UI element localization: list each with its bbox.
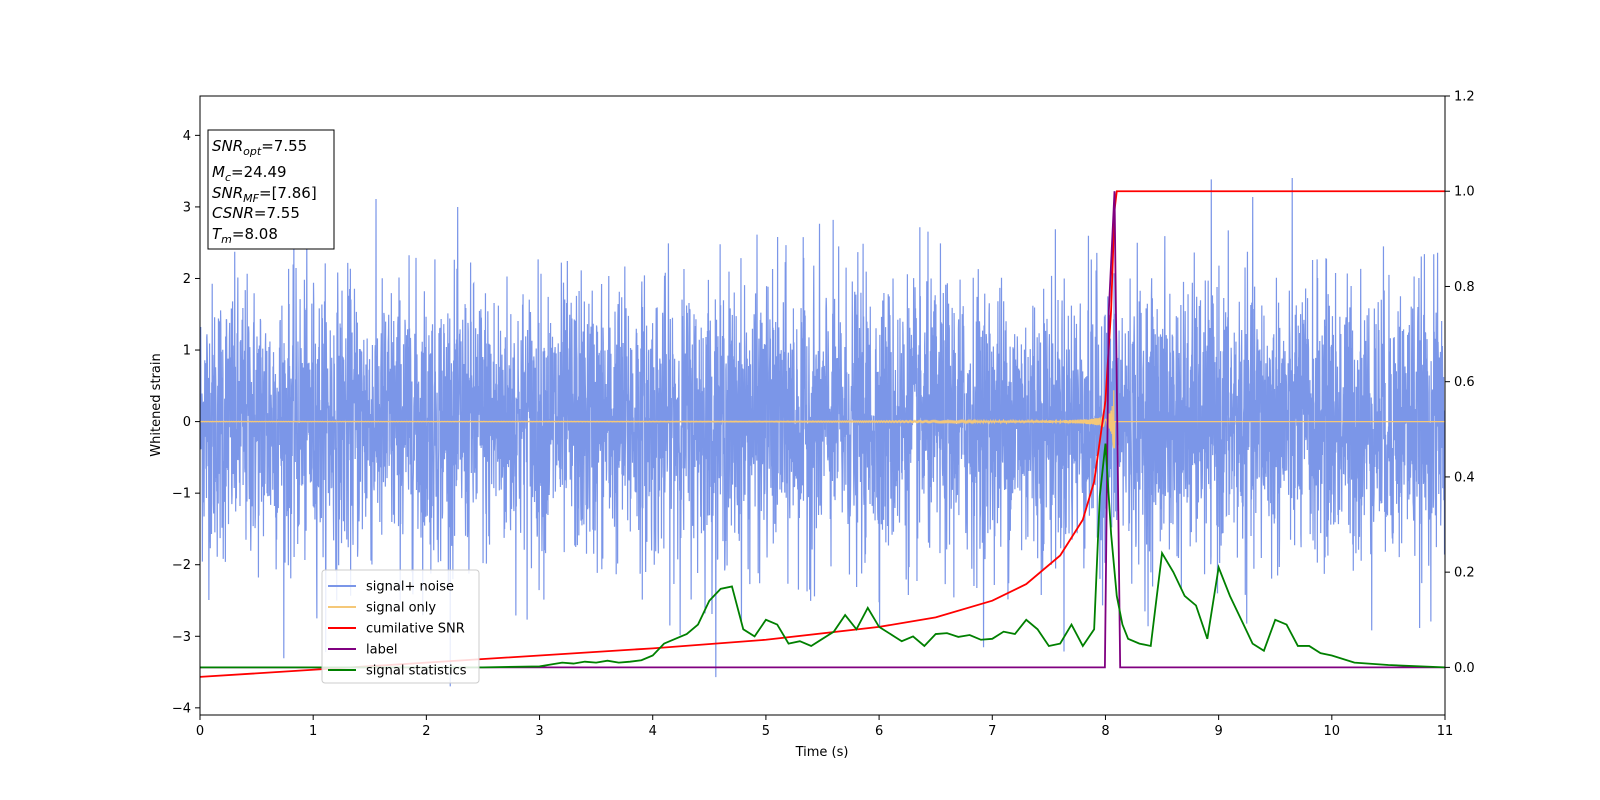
legend: signal+ noise signal only cumilative SNR la… (321, 569, 480, 684)
y-tick-label: −3 (172, 630, 191, 645)
y2-tick-label: 1.0 (1454, 185, 1475, 200)
y2-tick-label: 0.6 (1454, 375, 1475, 390)
info-box: SNRopt=7.55 Mc=24.49SNRMF=[7.86]CSNR=7.55… (207, 129, 335, 250)
y2-tick-label: 0.2 (1454, 566, 1475, 581)
info-box-frame (207, 129, 335, 250)
y-tick-label: 2 (183, 272, 191, 287)
x-tick-label: 2 (422, 724, 430, 739)
y-tick-label: −4 (172, 701, 191, 716)
legend-entry: label (366, 643, 397, 658)
legend-entry: signal+ noise (366, 580, 454, 595)
x-tick-label: 1 (309, 724, 317, 739)
x-axis-label: Time (s) (795, 745, 849, 760)
info-line: Tm=8.08 (212, 225, 278, 246)
y-axis-label: Whitened strain (149, 353, 164, 456)
legend-entry: signal only (366, 601, 436, 616)
legend-frame (321, 569, 480, 684)
info-line: SNRopt=7.55 (212, 137, 307, 158)
y2-tick-label: 1.2 (1454, 90, 1475, 105)
series-signal-statistics (200, 443, 1445, 669)
x-tick-label: 0 (196, 724, 204, 739)
series-cumilative-snr (200, 190, 1445, 678)
series-signal-noise (200, 177, 1445, 687)
info-line: Mc=24.49 (212, 163, 287, 184)
y-tick-label: 4 (183, 129, 191, 144)
y2-tick-label: 0.4 (1454, 470, 1475, 485)
y-tick-label: −1 (172, 487, 191, 502)
legend-entry: cumilative SNR (366, 622, 465, 637)
info-line: SNRMF=[7.86] (212, 184, 317, 205)
y-tick-label: 0 (183, 415, 191, 430)
x-tick-label: 8 (1101, 724, 1109, 739)
x-tick-label: 9 (1214, 724, 1222, 739)
y2-tick-label: 0.8 (1454, 280, 1475, 295)
series-signal-only (200, 390, 1445, 449)
x-tick-label: 3 (535, 724, 543, 739)
y-tick-label: −2 (172, 558, 191, 573)
x-tick-label: 7 (988, 724, 996, 739)
x-tick-label: 4 (649, 724, 657, 739)
x-tick-label: 11 (1437, 724, 1454, 739)
x-tick-label: 6 (875, 724, 883, 739)
x-tick-label: 10 (1324, 724, 1341, 739)
series-label (200, 191, 1445, 669)
info-line: CSNR=7.55 (212, 204, 300, 222)
y2-tick-label: 0.0 (1454, 661, 1475, 676)
plot-frame (199, 95, 1446, 716)
legend-entry: signal statistics (366, 664, 467, 679)
y-tick-label: 3 (183, 200, 191, 215)
x-tick-label: 5 (762, 724, 770, 739)
y-tick-label: 1 (183, 344, 191, 359)
